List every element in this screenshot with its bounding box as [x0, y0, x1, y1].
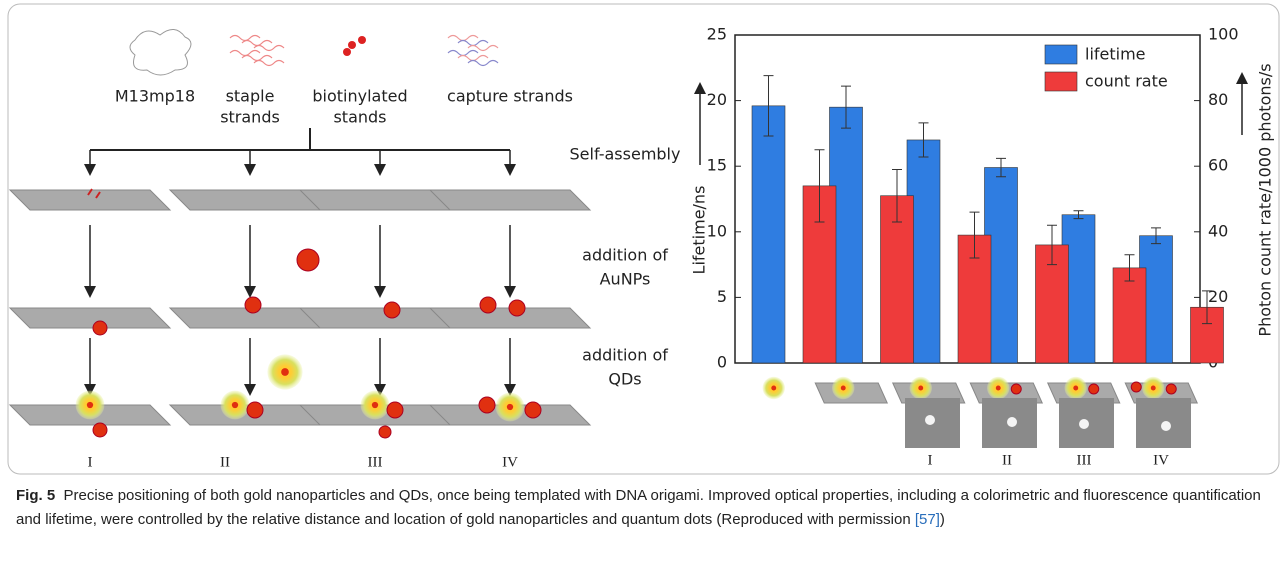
capture-icon — [458, 41, 488, 46]
page: {"scheme": { "components": [["M13mp18"],… — [0, 0, 1287, 577]
staple-icon — [230, 51, 260, 56]
column-label: I — [88, 454, 93, 470]
y2-tick-label: 40 — [1208, 221, 1228, 240]
y-tick-label: 15 — [707, 156, 727, 175]
capture-icon — [448, 51, 478, 56]
citation[interactable]: [57] — [915, 511, 940, 528]
gold-np — [93, 321, 107, 335]
gold-np — [1089, 384, 1099, 394]
qd-core — [996, 386, 1001, 391]
y2-axis-label: Photon count rate/1000 photons/s — [1256, 63, 1275, 336]
qd-core — [281, 368, 289, 376]
tem-label: II — [1002, 452, 1012, 468]
component-label: stands — [333, 108, 386, 127]
staple-icon — [230, 36, 260, 41]
biotin-icon — [343, 48, 351, 56]
capture-icon — [448, 36, 478, 41]
qd-core — [918, 386, 923, 391]
column-label: IV — [502, 454, 518, 470]
step-label: addition of — [582, 246, 668, 265]
gold-np — [245, 297, 261, 313]
gold-np — [480, 297, 496, 313]
y-tick-label: 20 — [707, 90, 727, 109]
legend-label: lifetime — [1085, 45, 1146, 64]
legend-swatch — [1045, 45, 1077, 64]
qd-core — [372, 402, 378, 408]
component-label: M13mp18 — [115, 87, 195, 106]
caption-text-end: ) — [940, 511, 945, 528]
y2-tick-label: 80 — [1208, 90, 1228, 109]
gold-np — [93, 423, 107, 437]
step-label: QDs — [608, 370, 641, 389]
qd-core — [507, 404, 513, 410]
qd-core — [1073, 386, 1078, 391]
gold-np — [297, 249, 319, 271]
gold-np — [525, 402, 541, 418]
y-tick-label: 25 — [707, 25, 727, 44]
staple-icon — [242, 56, 272, 61]
tem-particle — [1161, 421, 1171, 431]
bar — [752, 106, 785, 363]
staple-icon — [254, 61, 284, 66]
gold-np — [479, 397, 495, 413]
qd-core — [87, 402, 93, 408]
y-axis-label: Lifetime/ns — [690, 186, 709, 275]
capture-icon — [468, 61, 498, 66]
tem-label: I — [928, 452, 933, 468]
gold-np — [384, 302, 400, 318]
gold-np — [247, 402, 263, 418]
gold-np — [379, 426, 391, 438]
qd-core — [841, 386, 846, 391]
step-label: addition of — [582, 346, 668, 365]
biotin-icon — [358, 36, 366, 44]
gold-np — [509, 300, 525, 316]
legend-swatch — [1045, 72, 1077, 91]
component-label: capture strands — [447, 87, 573, 106]
tem-particle — [925, 415, 935, 425]
y-tick-label: 5 — [717, 287, 727, 306]
qd-core — [232, 402, 238, 408]
figure: M13mp18 staple strands biotinylated stands ca… — [0, 0, 1287, 480]
capture-icon — [468, 46, 498, 51]
tem-particle — [1007, 417, 1017, 427]
tem-label: IV — [1153, 452, 1169, 468]
bar — [1113, 268, 1146, 363]
y-tick-label: 0 — [717, 353, 727, 372]
gold-np — [1011, 384, 1021, 394]
caption: Fig. 5 Precise positioning of both gold … — [16, 484, 1271, 532]
y2-tick-label: 100 — [1208, 25, 1239, 44]
gold-np — [1131, 382, 1141, 392]
gold-np — [387, 402, 403, 418]
column-label: III — [368, 454, 383, 470]
caption-text: Precise positioning of both gold nanopar… — [16, 487, 1261, 528]
origami-tile — [430, 190, 590, 210]
caption-label: Fig. 5 — [16, 487, 55, 504]
qd-core — [1151, 386, 1156, 391]
qd-core — [771, 386, 776, 391]
biotin-icon — [348, 41, 356, 49]
tem-label: III — [1077, 452, 1092, 468]
y2-tick-label: 20 — [1208, 287, 1228, 306]
y-tick-label: 10 — [707, 221, 727, 240]
m13-icon — [130, 29, 191, 75]
column-label: II — [220, 454, 230, 470]
staple-icon — [242, 41, 272, 46]
tem-particle — [1079, 419, 1089, 429]
capture-icon — [458, 56, 488, 61]
staple-icon — [254, 46, 284, 51]
step-label: Self-assembly — [570, 145, 681, 164]
legend-label: count rate — [1085, 72, 1168, 91]
origami-tile — [10, 308, 170, 328]
component-label: staple — [226, 87, 275, 106]
gold-np — [1166, 384, 1176, 394]
component-label: strands — [220, 108, 280, 127]
y2-tick-label: 60 — [1208, 156, 1228, 175]
component-label: biotinylated — [312, 87, 407, 106]
step-label: AuNPs — [600, 270, 651, 289]
